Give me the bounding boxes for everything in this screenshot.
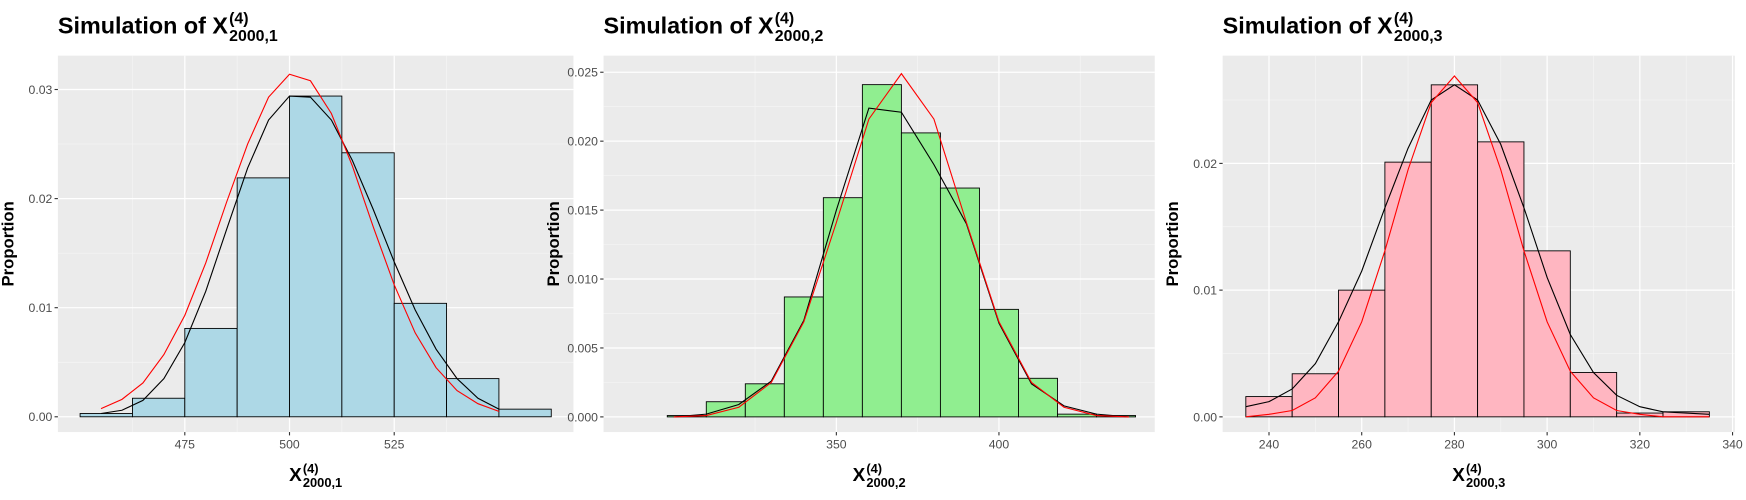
y-tick-label: 0.000 [567,410,598,424]
chart-title-sub: 2000,2 [775,28,824,45]
bar [978,308,1019,418]
y-tick-label: 0.01 [29,301,53,315]
bar [1291,373,1339,418]
x-tick-label: 280 [1444,438,1465,452]
density-curve [1245,75,1710,418]
x-tick-label: 525 [384,438,405,452]
bar [79,413,133,418]
chart-title-text: Simulation of X [604,12,775,38]
y-axis-label: Proportion [0,201,17,286]
chart-title-text: Simulation of X [58,12,229,38]
y-tick-label: 0.00 [1193,410,1217,424]
density-curve [100,73,500,412]
x-tick-label: 260 [1351,438,1372,452]
x-tick-label: 400 [989,438,1010,452]
bar [393,302,448,418]
y-tick-label: 0.015 [567,204,598,218]
y-tick-label: 0.00 [29,410,53,424]
bar [1477,141,1525,418]
bar [783,296,824,418]
bar [498,408,552,418]
x-axis-label: X (4)2000,2 [853,461,906,490]
chart-title-sup: (4) [229,11,248,28]
x-tick-label: 320 [1630,438,1651,452]
x-axis-label-sub: 2000,1 [303,475,342,490]
y-tick-label: 0.010 [567,272,598,286]
x-axis-label-text: X [1452,465,1465,486]
bar [861,84,902,418]
bar [822,197,863,418]
y-axis-label: Proportion [1163,201,1182,286]
bar [900,132,941,418]
bar [289,95,343,418]
x-tick-label: 475 [175,438,196,452]
y-tick-label: 0.02 [29,192,53,206]
x-axis-label-sup: (4) [1466,461,1482,476]
y-tick-label: 0.020 [567,135,598,149]
bar [939,187,980,418]
x-tick-label: 240 [1259,438,1280,452]
x-tick-label: 300 [1537,438,1558,452]
x-axis-label-sub: 2000,3 [1466,475,1505,490]
x-axis-label: X (4)2000,1 [289,461,342,490]
y-tick-label: 0.025 [567,66,598,80]
chart-title: Simulation of X (4)2000,1 [58,11,278,45]
chart-title: Simulation of X (4)2000,2 [604,11,824,45]
x-tick-label: 340 [1722,438,1743,452]
chart-title-sub: 2000,3 [1394,28,1443,45]
x-axis-label-text: X [853,465,866,486]
y-tick-label: 0.01 [1193,284,1217,298]
bar [744,383,785,418]
chart-title-sub: 2000,1 [229,28,278,45]
bar [1338,289,1386,418]
x-tick-label: 350 [826,438,847,452]
bar [1430,84,1479,418]
y-tick-label: 0.03 [29,83,53,97]
density-curve [673,72,1130,418]
chart-title-sup: (4) [775,11,794,28]
density-curve [1245,84,1710,415]
y-tick-label: 0.005 [567,341,598,355]
chart-title: Simulation of X (4)2000,3 [1223,11,1443,45]
bar [184,327,238,418]
bar [341,152,395,418]
x-axis-label-sub: 2000,2 [866,475,905,490]
bar [446,378,500,418]
y-tick-label: 0.02 [1193,157,1217,171]
chart-title-sup: (4) [1394,11,1413,28]
bar [132,397,186,418]
x-tick-label: 500 [279,438,300,452]
y-axis-label: Proportion [544,201,563,286]
bar [1384,161,1432,418]
bar [236,177,290,418]
density-curve [100,95,500,415]
x-axis-label: X (4)2000,3 [1452,461,1505,490]
x-axis-label-sup: (4) [303,461,319,476]
x-axis-label-text: X [289,465,302,486]
chart-title-text: Simulation of X [1223,12,1394,38]
x-axis-label-sup: (4) [866,461,882,476]
